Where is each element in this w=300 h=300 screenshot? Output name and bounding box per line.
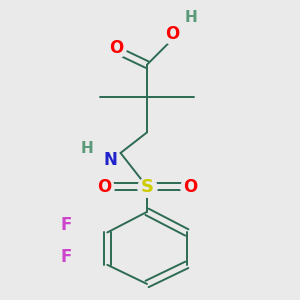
Text: O: O	[97, 178, 112, 196]
Text: N: N	[103, 151, 117, 169]
Text: F: F	[60, 248, 72, 266]
Text: F: F	[60, 216, 72, 234]
Text: O: O	[183, 178, 197, 196]
Text: O: O	[109, 39, 123, 57]
Text: H: H	[185, 10, 198, 25]
Text: H: H	[80, 141, 93, 156]
Text: O: O	[165, 25, 179, 43]
Text: S: S	[141, 178, 154, 196]
